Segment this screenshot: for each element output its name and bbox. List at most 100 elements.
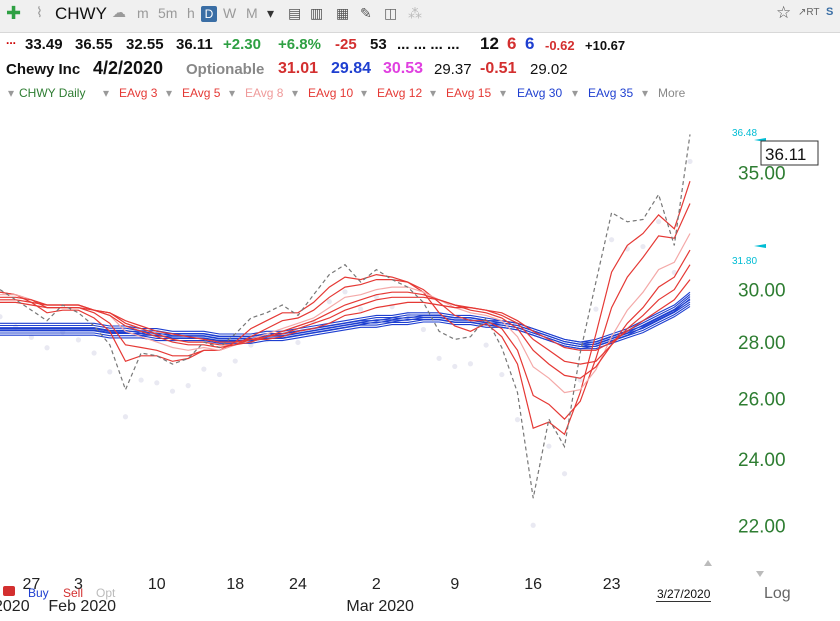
ghost-dot — [107, 369, 113, 375]
quote-row: ... 33.49 36.55 32.55 36.11 +2.30 +6.8% … — [0, 33, 840, 57]
ghost-dot — [467, 361, 474, 367]
month-label: Mar 2020 — [346, 598, 414, 615]
series-line-eavg-30 — [0, 298, 691, 350]
grid-icon[interactable]: ▦ — [336, 5, 350, 21]
legend-item-eavg12[interactable]: EAvg 12 — [377, 86, 423, 100]
share-icon[interactable]: ⁂ — [408, 5, 422, 21]
opt-button[interactable]: Opt — [96, 586, 116, 600]
y-tick-label: 35.00 — [738, 163, 786, 184]
month-label: Feb 2020 — [48, 598, 116, 615]
quote-dot-prefix: ... — [6, 33, 17, 47]
optionable-label: Optionable — [186, 61, 265, 78]
timeframe-month[interactable]: M — [246, 5, 258, 21]
series-line-eavg-10 — [0, 249, 691, 379]
moving-average-lines — [0, 181, 691, 436]
y-axis: 22.00 24.00 26.00 28.00 30.00 35.00 — [738, 163, 786, 537]
scroll-up-icon[interactable] — [704, 560, 712, 566]
s-icon[interactable]: S — [826, 6, 834, 18]
legend-caret-icon[interactable]: ▾ — [642, 86, 649, 100]
timeframe-w[interactable]: W — [223, 5, 237, 21]
ghost-dot — [420, 326, 427, 333]
legend-caret-icon[interactable]: ▾ — [8, 86, 15, 100]
quote-v4: +10.67 — [585, 38, 626, 53]
quote-n2: 6 — [507, 34, 517, 53]
bar-style-icon[interactable]: ▥ — [310, 5, 324, 21]
legend-item-chwy-daily[interactable]: CHWY Daily — [19, 86, 86, 100]
legend-caret-icon[interactable]: ▾ — [229, 86, 236, 100]
legend-item-eavg3[interactable]: EAvg 3 — [119, 86, 158, 100]
price-chart[interactable]: 22.00 24.00 26.00 28.00 30.00 35.00 27 3 10 18 24… — [0, 104, 840, 621]
y-tick-label: 26.00 — [738, 389, 786, 410]
y-tick-label: 28.00 — [738, 333, 786, 354]
series-line-eavg-30 — [0, 296, 691, 348]
log-scale-toggle[interactable]: Log — [764, 585, 791, 602]
x-tick-label: 9 — [450, 576, 459, 593]
quote-date: 4/2/2020 — [93, 58, 164, 78]
ghost-dot — [640, 243, 646, 250]
ghost-dot — [122, 414, 129, 420]
legend-caret-icon[interactable]: ▾ — [166, 86, 173, 100]
buy-button[interactable]: Buy — [28, 586, 49, 600]
ghost-dot — [561, 471, 568, 477]
legend-caret-icon[interactable]: ▾ — [292, 86, 299, 100]
quote-v3: -0.62 — [545, 38, 575, 53]
legend-item-eavg8[interactable]: EAvg 8 — [245, 86, 284, 100]
star-icon[interactable]: ☆ — [776, 3, 792, 22]
legend-caret-icon[interactable]: ▾ — [103, 86, 110, 100]
quote-high: 36.55 — [75, 36, 113, 53]
x-tick-label: 16 — [524, 576, 542, 593]
legend-item-eavg35[interactable]: EAvg 35 — [588, 86, 634, 100]
ghost-dot — [483, 342, 489, 348]
scroll-down-icon[interactable] — [756, 571, 764, 577]
legend-item-eavg5[interactable]: EAvg 5 — [182, 86, 221, 100]
timeframe-h[interactable]: h — [187, 5, 195, 21]
legend-caret-icon[interactable]: ▾ — [430, 86, 437, 100]
x-tick-label: 3 — [74, 576, 83, 593]
series-line-eavg-12 — [0, 264, 691, 365]
ghost-dot — [436, 355, 442, 361]
legend-item-eavg30[interactable]: EAvg 30 — [517, 86, 563, 100]
flag-icon[interactable] — [3, 586, 15, 596]
legend-caret-icon[interactable]: ▾ — [500, 86, 507, 100]
link-icon[interactable]: ⌇ — [36, 4, 43, 20]
quote-v2: 53 — [370, 36, 387, 53]
sell-button[interactable]: Sell — [63, 586, 84, 600]
layers-icon[interactable]: ◫ — [384, 5, 398, 21]
series-line-eavg-3 — [0, 181, 691, 436]
ghost-dot — [44, 345, 50, 351]
legend-item-eavg10[interactable]: EAvg 10 — [308, 86, 354, 100]
legend-caret-icon[interactable]: ▾ — [572, 86, 579, 100]
quote-v1: -25 — [335, 36, 357, 53]
pencil-icon[interactable]: ✎ — [360, 5, 372, 21]
legend-caret-icon[interactable]: ▾ — [361, 86, 368, 100]
dropdown-caret-icon[interactable]: ▾ — [267, 5, 275, 21]
x-tick-label: 23 — [603, 576, 621, 593]
text-tool-icon[interactable]: ▤ — [288, 5, 302, 21]
y-tick-label: 30.00 — [738, 281, 786, 302]
ghost-dot — [656, 218, 662, 225]
ghost-dot — [452, 363, 458, 370]
ghost-dot — [326, 299, 332, 305]
ghost-dot — [546, 443, 552, 449]
rt-icon[interactable]: ↗RT — [798, 7, 820, 18]
ghost-dot — [530, 522, 536, 528]
timeframe-5m[interactable]: 5m — [158, 5, 178, 21]
marker-low-label: 31.80 — [732, 256, 757, 267]
quote-n3: 6 — [525, 34, 535, 53]
symbol-input[interactable]: CHWY — [55, 4, 107, 23]
legend-item-eavg15[interactable]: EAvg 15 — [446, 86, 492, 100]
legend-item-more[interactable]: More — [658, 86, 686, 100]
cloud-icon[interactable]: ☁ — [112, 4, 126, 20]
ghost-dot — [577, 377, 583, 383]
timeframe-m[interactable]: m — [137, 5, 149, 21]
last-price-box — [760, 140, 819, 166]
y-tick-label: 22.00 — [738, 516, 786, 537]
timeframe-d[interactable]: D — [201, 6, 217, 22]
quote-close: 36.11 — [176, 36, 213, 53]
date-box[interactable]: 3/27/2020 — [656, 587, 712, 602]
price-line — [0, 134, 691, 499]
add-icon[interactable]: ✚ — [6, 3, 22, 23]
marker-high-label: 36.48 — [732, 128, 757, 139]
toolbar: ✚ ⌇ CHWY ☁ m 5m h D W M ▾ ▤ ▥ ▦ ✎ ◫ ⁂ ☆ … — [0, 0, 840, 33]
quote-n1: 12 — [480, 34, 499, 53]
